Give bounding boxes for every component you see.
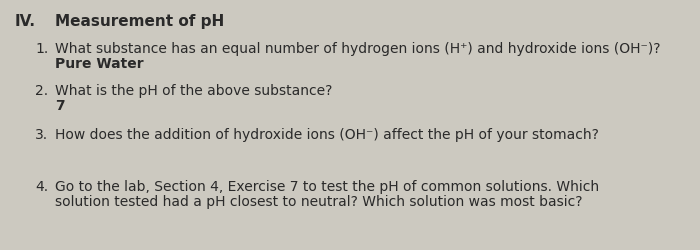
Text: 4.: 4. bbox=[35, 180, 48, 194]
Text: What is the pH of the above substance?: What is the pH of the above substance? bbox=[55, 84, 332, 98]
Text: 1.: 1. bbox=[35, 42, 48, 56]
Text: Measurement of pH: Measurement of pH bbox=[55, 14, 224, 29]
Text: 2.: 2. bbox=[35, 84, 48, 98]
Text: 7: 7 bbox=[55, 99, 64, 113]
Text: How does the addition of hydroxide ions (OH⁻) affect the pH of your stomach?: How does the addition of hydroxide ions … bbox=[55, 128, 599, 142]
Text: Go to the lab, Section 4, Exercise 7 to test the pH of common solutions. Which: Go to the lab, Section 4, Exercise 7 to … bbox=[55, 180, 599, 194]
Text: 3.: 3. bbox=[35, 128, 48, 142]
Text: IV.: IV. bbox=[15, 14, 36, 29]
Text: Pure Water: Pure Water bbox=[55, 57, 144, 71]
Text: solution tested had a pH closest to neutral? Which solution was most basic?: solution tested had a pH closest to neut… bbox=[55, 195, 582, 209]
Text: What substance has an equal number of hydrogen ions (H⁺) and hydroxide ions (OH⁻: What substance has an equal number of hy… bbox=[55, 42, 661, 56]
